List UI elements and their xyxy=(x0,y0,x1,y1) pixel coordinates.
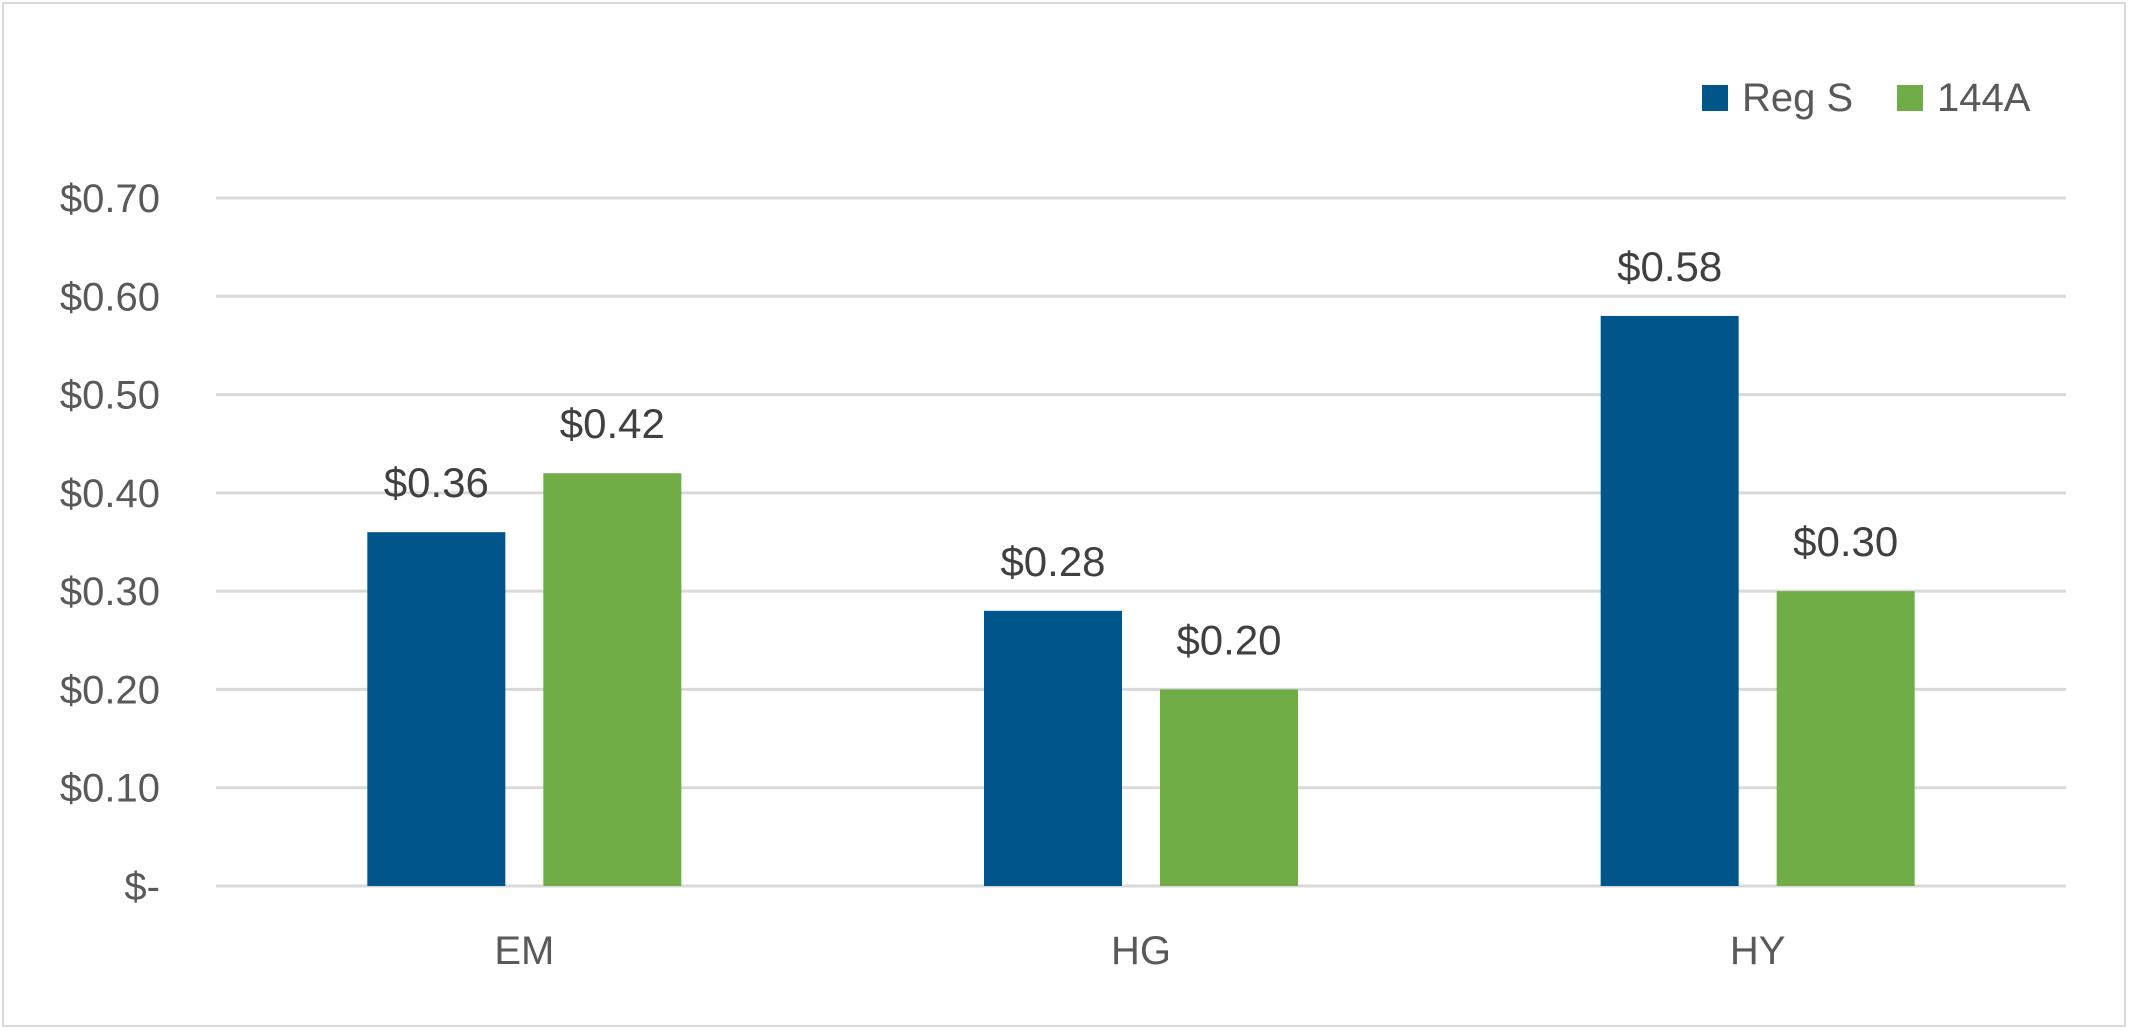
y-tick-label: $- xyxy=(124,865,160,909)
gridlines xyxy=(216,196,2066,888)
data-label: $0.36 xyxy=(384,459,489,506)
bar-reg-s-hg xyxy=(984,610,1122,886)
data-labels: $0.36 $0.42 $0.28 $0.20 $0.58 $0.30 xyxy=(384,243,1898,663)
y-tick-label: $0.60 xyxy=(60,275,160,319)
bar-reg-s-em xyxy=(367,532,506,886)
y-tick-label: $0.30 xyxy=(60,570,160,614)
x-tick-label: HY xyxy=(1730,929,1786,973)
y-axis-ticks: $- $0.10 $0.20 $0.30 $0.40 $0.50 $0.60 $0.70 xyxy=(60,177,160,909)
data-label: $0.42 xyxy=(560,400,665,447)
x-tick-label: HG xyxy=(1111,929,1171,973)
data-label: $0.20 xyxy=(1176,616,1281,663)
data-label: $0.30 xyxy=(1793,518,1898,565)
y-tick-label: $0.40 xyxy=(60,472,160,516)
legend: Reg S 144A xyxy=(1702,76,2031,120)
bar-reg-s-hy xyxy=(1600,315,1739,886)
bar-144a-hg xyxy=(1160,689,1298,886)
y-tick-label: $0.70 xyxy=(60,177,160,221)
bar-144a-hy xyxy=(1776,591,1915,886)
y-tick-label: $0.10 xyxy=(60,767,160,811)
y-tick-label: $0.50 xyxy=(60,374,160,418)
legend-swatch xyxy=(1897,85,1923,111)
x-axis-ticks: EM HG HY xyxy=(494,929,1785,973)
bars xyxy=(367,315,1915,886)
legend-label: 144A xyxy=(1937,76,2031,120)
legend-label: Reg S xyxy=(1742,76,1853,120)
data-label: $0.28 xyxy=(1000,538,1105,585)
x-tick-label: EM xyxy=(494,929,554,973)
data-label: $0.58 xyxy=(1617,243,1722,290)
legend-swatch xyxy=(1702,85,1728,111)
y-tick-label: $0.20 xyxy=(60,668,160,712)
bar-144a-em xyxy=(543,473,682,886)
